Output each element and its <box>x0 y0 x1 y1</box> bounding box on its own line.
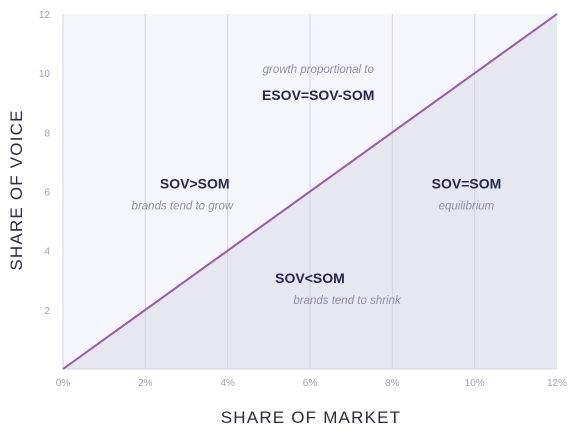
annotation-note: brands tend to shrink <box>293 295 402 307</box>
annotation-note: brands tend to grow <box>132 200 234 212</box>
x-axis-ticks: 0% 2% 4% 6% 8% 10% 12% <box>56 378 567 389</box>
annotations: growth proportional to ESOV=SOV-SOM SOV>SO… <box>132 64 502 307</box>
y-tick-label: 12 <box>39 10 51 21</box>
x-axis-title: SHARE OF MARKET <box>221 408 401 427</box>
annotation-label: SOV=SOM <box>432 176 502 192</box>
y-axis-title: SHARE OF VOICE <box>7 109 26 270</box>
annotation-note: growth proportional to <box>263 64 375 76</box>
series-line <box>62 13 558 370</box>
x-tick-label: 0% <box>56 378 71 389</box>
x-tick-label: 12% <box>547 378 567 389</box>
y-tick-label: 8 <box>44 128 50 139</box>
annotation-note: equilibrium <box>439 200 495 212</box>
x-tick-label: 6% <box>303 378 318 389</box>
x-tick-label: 10% <box>465 378 485 389</box>
y-tick-label: 6 <box>44 188 50 199</box>
annotation-label: ESOV=SOV-SOM <box>262 87 374 103</box>
y-tick-label: 10 <box>39 69 51 80</box>
x-tick-label: 4% <box>220 378 235 389</box>
annotation-label: SOV<SOM <box>275 270 345 286</box>
x-tick-label: 8% <box>385 378 400 389</box>
y-tick-label: 2 <box>44 306 50 317</box>
annotation-label: SOV>SOM <box>160 176 230 192</box>
y-tick-label: 4 <box>44 247 50 258</box>
y-axis-ticks: 2 4 6 8 10 12 <box>39 10 51 317</box>
x-tick-label: 2% <box>138 378 153 389</box>
